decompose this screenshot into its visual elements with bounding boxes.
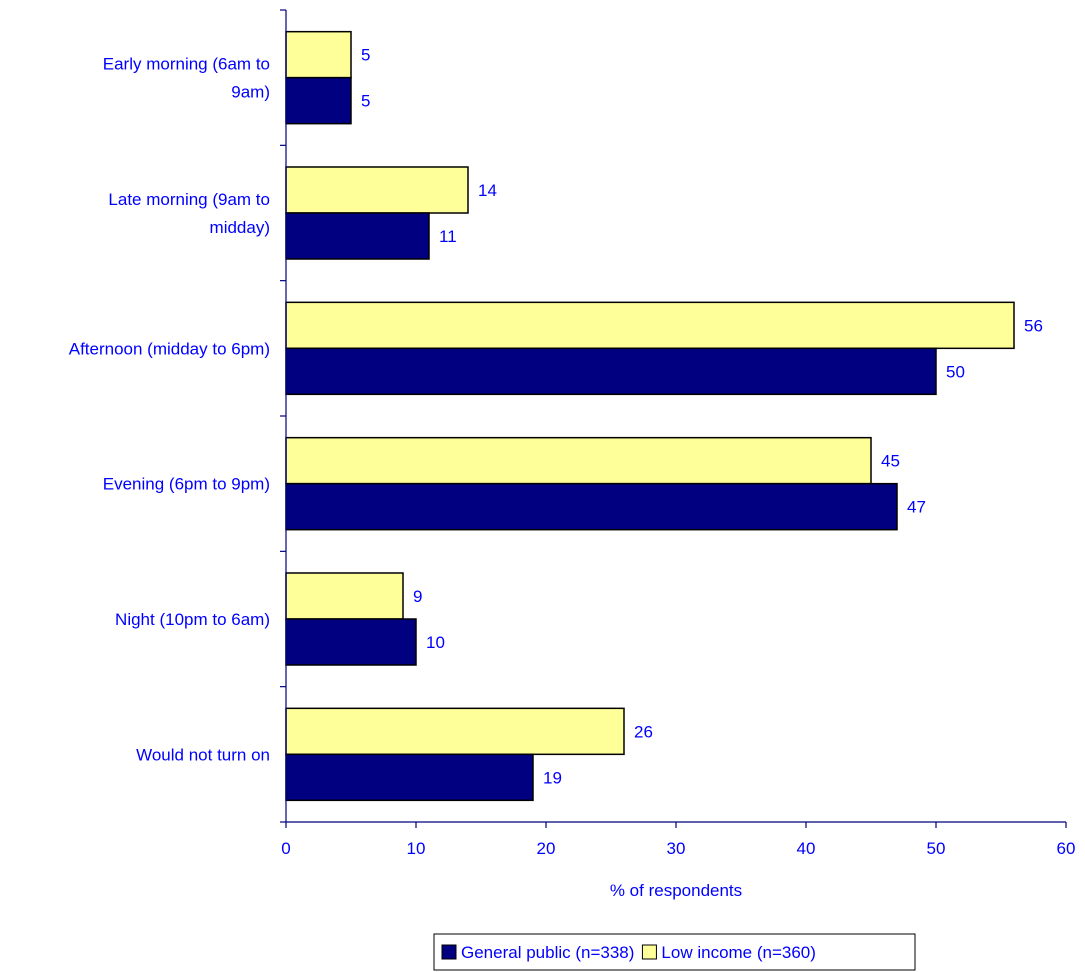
x-tick-label: 20 (537, 839, 556, 858)
category-label-line: Late morning (9am to (108, 190, 270, 209)
data-label: 11 (439, 227, 457, 246)
axes (280, 9, 1067, 828)
data-label: 47 (907, 498, 926, 517)
category-label-line: Evening (6pm to 9pm) (103, 475, 270, 494)
bar-low-income (285, 436, 872, 485)
bar-low-income (285, 301, 1015, 350)
bar-low-income (285, 166, 469, 214)
category-labels: Early morning (6am to 9am) Late morning (9… (69, 55, 270, 765)
x-tick-label: 60 (1057, 839, 1076, 858)
bar-low-income (285, 30, 352, 79)
category-label: Night (10pm to 6am) (115, 610, 270, 629)
category-label-line: midday) (210, 218, 270, 237)
bar-general-public (285, 347, 937, 396)
category-label-line: Night (10pm to 6am) (115, 610, 270, 629)
x-tick-label: 40 (797, 839, 816, 858)
data-label: 5 (361, 92, 370, 111)
legend-label: Low income (n=360) (661, 943, 816, 962)
category-label: Early morning (6am to 9am) (103, 55, 270, 102)
x-tick-label: 0 (281, 839, 290, 858)
category-label: Late morning (9am to midday) (108, 190, 270, 237)
x-tick-label: 50 (927, 839, 946, 858)
bars (285, 30, 1015, 802)
bar-general-public (285, 76, 352, 125)
data-label: 14 (478, 181, 497, 200)
legend-swatch (641, 944, 657, 960)
category-label-line: Would not turn on (136, 745, 270, 764)
category-label: Afternoon (midday to 6pm) (69, 339, 270, 358)
legend-label: General public (n=338) (461, 943, 634, 962)
bar-general-public (285, 482, 898, 531)
x-tick-label: 10 (407, 839, 426, 858)
x-axis-title: % of respondents (610, 881, 742, 900)
data-label: 5 (361, 46, 370, 65)
data-label: 56 (1024, 316, 1043, 335)
legend-box (433, 933, 916, 971)
data-label: 50 (946, 362, 965, 381)
category-label: Would not turn on (136, 745, 270, 764)
category-label-line: Afternoon (midday to 6pm) (69, 339, 270, 358)
data-label: 45 (881, 452, 900, 471)
bar-general-public (285, 753, 534, 802)
data-labels: 5 5 14 11 56 50 45 47 9 10 26 19 (361, 46, 1043, 788)
category-label: Evening (6pm to 9pm) (103, 475, 270, 494)
legend-swatch (441, 944, 457, 960)
category-label-line: Early morning (6am to (103, 55, 270, 74)
bar-low-income (285, 707, 625, 756)
bar-general-public (285, 212, 430, 260)
x-tick-label: 30 (667, 839, 686, 858)
data-label: 19 (543, 768, 562, 787)
data-label: 9 (413, 587, 422, 606)
x-tick-labels: 0 10 20 30 40 50 60 (281, 839, 1075, 858)
data-label: 26 (634, 722, 653, 741)
data-label: 10 (426, 633, 445, 652)
category-label-line: 9am) (231, 83, 270, 102)
bar-low-income (285, 572, 404, 620)
legend: General public (n=338) Low income (n=360) (433, 933, 916, 971)
bar-general-public (285, 618, 417, 666)
